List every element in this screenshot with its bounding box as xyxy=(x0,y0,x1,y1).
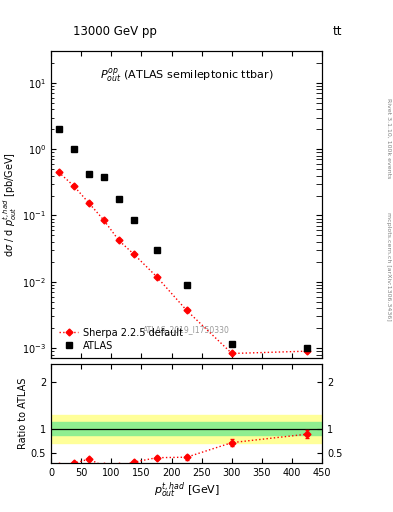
ATLAS xyxy=(132,217,136,223)
Line: ATLAS: ATLAS xyxy=(55,126,311,352)
Sherpa 2.2.5 default xyxy=(101,217,106,223)
Sherpa 2.2.5 default xyxy=(132,251,136,258)
ATLAS xyxy=(116,196,121,202)
Sherpa 2.2.5 default xyxy=(184,307,189,313)
Line: Sherpa 2.2.5 default: Sherpa 2.2.5 default xyxy=(56,170,310,356)
Bar xyxy=(51,422,322,435)
Y-axis label: d$\sigma$ / d $p_{out}^{t,had}$ [pb/GeV]: d$\sigma$ / d $p_{out}^{t,had}$ [pb/GeV] xyxy=(2,152,20,258)
ATLAS xyxy=(230,341,234,347)
Sherpa 2.2.5 default xyxy=(230,350,234,356)
Text: 13000 GeV pp: 13000 GeV pp xyxy=(73,26,156,38)
ATLAS xyxy=(154,247,159,253)
Sherpa 2.2.5 default xyxy=(72,183,76,189)
Sherpa 2.2.5 default xyxy=(154,273,159,280)
ATLAS xyxy=(56,126,61,132)
ATLAS xyxy=(184,282,189,288)
Bar xyxy=(51,415,322,443)
Text: Rivet 3.1.10, 100k events: Rivet 3.1.10, 100k events xyxy=(386,98,391,178)
Y-axis label: Ratio to ATLAS: Ratio to ATLAS xyxy=(18,378,28,449)
Text: mcplots.cern.ch [arXiv:1306.3436]: mcplots.cern.ch [arXiv:1306.3436] xyxy=(386,212,391,321)
X-axis label: $p_{out}^{t,had}$ [GeV]: $p_{out}^{t,had}$ [GeV] xyxy=(154,481,220,501)
ATLAS xyxy=(101,174,106,180)
Legend: Sherpa 2.2.5 default, ATLAS: Sherpa 2.2.5 default, ATLAS xyxy=(56,325,186,354)
ATLAS xyxy=(86,171,91,177)
Text: ATLAS_2019_I1750330: ATLAS_2019_I1750330 xyxy=(143,325,230,334)
Text: $P_{out}^{op}$ (ATLAS semileptonic ttbar): $P_{out}^{op}$ (ATLAS semileptonic ttbar… xyxy=(100,67,274,85)
Sherpa 2.2.5 default xyxy=(56,169,61,175)
Sherpa 2.2.5 default xyxy=(305,348,310,354)
ATLAS xyxy=(72,146,76,152)
Text: tt: tt xyxy=(332,26,342,38)
Sherpa 2.2.5 default xyxy=(86,200,91,206)
Sherpa 2.2.5 default xyxy=(116,238,121,244)
ATLAS xyxy=(305,345,310,351)
